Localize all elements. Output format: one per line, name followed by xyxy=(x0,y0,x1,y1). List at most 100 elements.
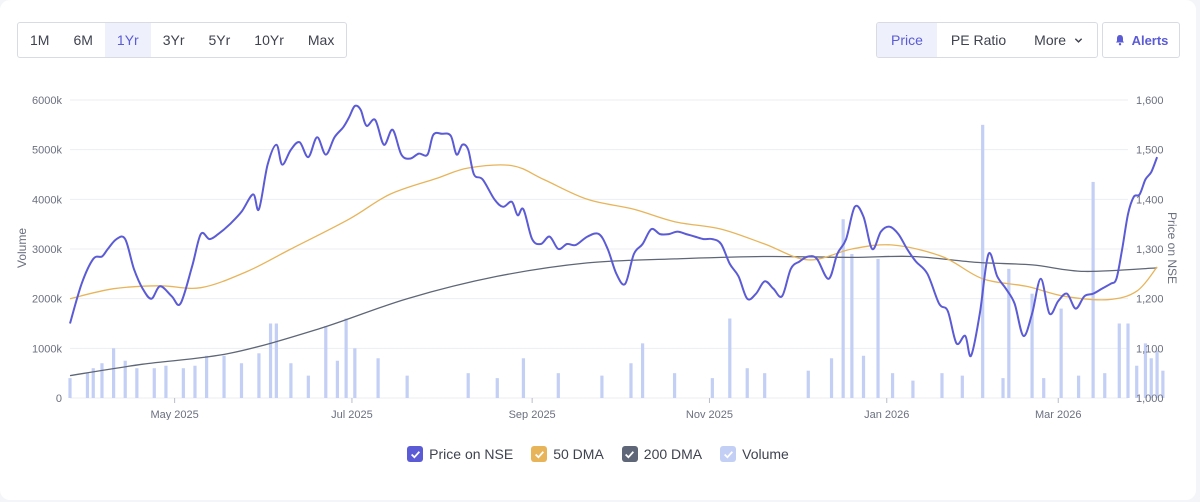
volume-bar xyxy=(1001,378,1005,398)
legend-price[interactable]: Price on NSE xyxy=(407,446,513,462)
volume-bar xyxy=(353,348,357,398)
legend-50dma[interactable]: 50 DMA xyxy=(531,446,604,462)
checkbox-icon[interactable] xyxy=(621,446,638,462)
volume-bar xyxy=(1059,308,1063,398)
volume-bar xyxy=(1143,343,1148,398)
volume-bar xyxy=(829,358,834,398)
x-tick-label: Jan 2026 xyxy=(864,409,909,420)
volume-bar xyxy=(981,124,985,399)
y-axis-left-title: Volume xyxy=(15,228,29,268)
volume-bar xyxy=(222,355,226,398)
volume-bar xyxy=(1155,350,1159,398)
volume-bar xyxy=(289,363,293,398)
y-left-tick-label: 1000k xyxy=(32,343,62,355)
y-left-tick-label: 0 xyxy=(56,393,62,405)
legend-volume[interactable]: Volume xyxy=(720,446,789,462)
volume-bar xyxy=(672,373,677,398)
alerts-label: Alerts xyxy=(1131,32,1169,48)
y-right-tick-label: 1,100 xyxy=(1136,343,1164,355)
volume-bar xyxy=(1030,293,1034,398)
volume-bar xyxy=(274,323,278,398)
volume-bar xyxy=(710,378,714,398)
volume-bar xyxy=(85,373,90,398)
volume-bar xyxy=(135,368,139,398)
volume-bar xyxy=(861,355,866,398)
volume-bar xyxy=(324,325,328,398)
y-left-tick-label: 6000k xyxy=(32,95,62,107)
chevron-down-icon xyxy=(1074,37,1083,43)
x-tick-label: Jul 2025 xyxy=(331,409,373,420)
volume-bar xyxy=(1161,370,1165,398)
bell-icon xyxy=(1115,35,1124,46)
time-range-selector: 1M 6M 1Yr 3Yr 5Yr 10Yr Max xyxy=(17,22,348,58)
volume-bar xyxy=(376,358,380,398)
volume-bar xyxy=(1091,181,1095,398)
volume-bar xyxy=(841,219,845,398)
legend-200dma-label: 200 DMA xyxy=(643,446,703,462)
chart-legend: Price on NSE 50 DMA 200 DMA Volume xyxy=(0,446,1196,462)
range-6m-button[interactable]: 6M xyxy=(73,32,93,48)
volume-bar xyxy=(495,378,499,398)
volume-bar xyxy=(1103,373,1107,398)
volume-bar xyxy=(1149,358,1153,398)
volume-bar xyxy=(850,253,854,398)
y-right-tick-label: 1,400 xyxy=(1136,194,1164,206)
volume-bar xyxy=(960,375,964,398)
price-line xyxy=(69,104,1159,358)
volume-bar xyxy=(1126,323,1130,398)
legend-200dma[interactable]: 200 DMA xyxy=(621,446,703,462)
volume-bar xyxy=(100,363,104,398)
mode-price-button[interactable]: Price xyxy=(877,23,937,57)
legend-volume-label: Volume xyxy=(742,446,789,462)
volume-bar xyxy=(111,348,116,398)
volume-bar xyxy=(257,353,261,398)
checkbox-icon[interactable] xyxy=(720,446,737,462)
volume-bar xyxy=(152,368,156,398)
volume-bar xyxy=(181,368,185,398)
volume-bar xyxy=(91,368,95,398)
volume-bar xyxy=(890,373,895,398)
y-left-tick-label: 2000k xyxy=(32,294,62,306)
alerts-button[interactable]: Alerts xyxy=(1102,22,1180,58)
price-volume-chart: 0 1000k 2000k 3000k 4000k 5000k 6000k 1,000 1,1… xyxy=(15,95,1179,420)
volume-bar xyxy=(405,375,409,398)
range-5yr-button[interactable]: 5Yr xyxy=(208,32,231,48)
volume-bar xyxy=(1076,375,1081,398)
range-1m-button[interactable]: 1M xyxy=(30,32,50,48)
volume-bar xyxy=(876,258,880,398)
more-label: More xyxy=(1034,32,1067,48)
chart-mode-selector: Price PE Ratio More xyxy=(876,22,1099,58)
volume-bar xyxy=(763,373,767,398)
legend-50dma-label: 50 DMA xyxy=(553,446,604,462)
y-right-tick-label: 1,300 xyxy=(1136,244,1164,256)
volume-bar xyxy=(521,358,526,398)
volume-bar xyxy=(1007,268,1011,398)
volume-bar xyxy=(940,373,944,398)
checkbox-icon[interactable] xyxy=(531,446,548,462)
y-right-tick-label: 1,000 xyxy=(1136,393,1164,405)
x-tick-label: Sep 2025 xyxy=(509,409,556,420)
y-left-tick-label: 4000k xyxy=(32,194,62,206)
range-10yr-button[interactable]: 10Yr xyxy=(254,32,284,48)
y-left-tick-label: 3000k xyxy=(32,244,62,256)
volume-bar xyxy=(268,323,273,398)
volume-bar xyxy=(344,318,348,398)
y-axis-right-title: Price on NSE xyxy=(1165,212,1179,284)
mode-more-button[interactable]: More xyxy=(1020,23,1097,57)
mode-pe-ratio-button[interactable]: PE Ratio xyxy=(950,32,1007,48)
volume-bar xyxy=(1135,365,1139,398)
range-3yr-button[interactable]: 3Yr xyxy=(162,32,185,48)
range-1yr-button[interactable]: 1Yr xyxy=(104,23,151,57)
checkbox-icon[interactable] xyxy=(407,446,424,462)
legend-price-label: Price on NSE xyxy=(429,446,514,462)
range-max-button[interactable]: Max xyxy=(307,32,335,48)
x-tick-label: May 2025 xyxy=(150,409,198,420)
volume-bar xyxy=(640,343,645,398)
volume-bar xyxy=(306,375,310,398)
x-tick-label: Mar 2026 xyxy=(1035,409,1081,420)
volume-bar xyxy=(239,363,244,398)
volume-bar xyxy=(911,380,915,398)
volume-bar xyxy=(205,355,209,398)
volume-bar xyxy=(1117,323,1121,398)
